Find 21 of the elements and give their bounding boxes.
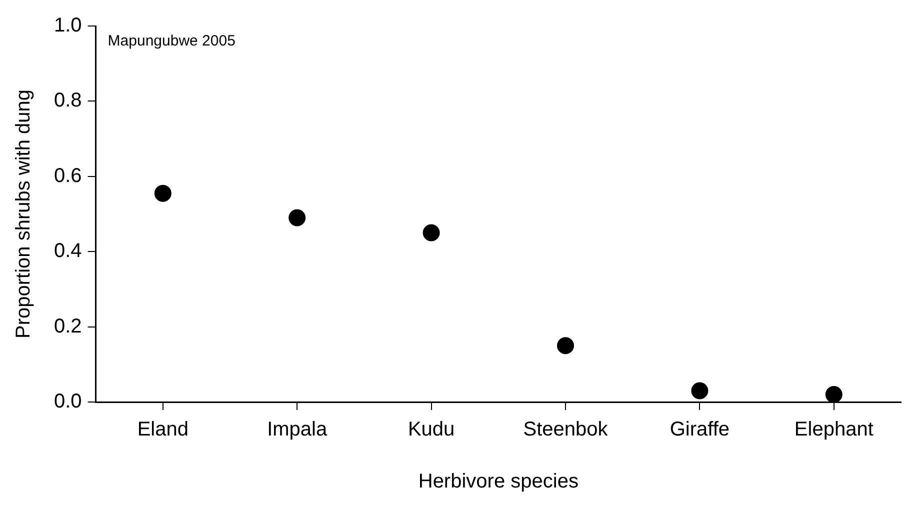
x-tick-label: Kudu xyxy=(408,418,455,441)
annotation: Mapungubwe 2005 xyxy=(108,32,236,50)
x-tick-label: Elephant xyxy=(794,418,874,441)
point xyxy=(557,337,574,354)
y-tick-label: 0.2 xyxy=(54,315,82,338)
point xyxy=(154,184,172,202)
point xyxy=(422,224,440,242)
y-tick-label: 0.4 xyxy=(54,240,82,262)
y-tick-label: 0.0 xyxy=(54,390,82,413)
x-tick-label: Impala xyxy=(267,418,328,441)
x-axis-title: Herbivore species xyxy=(418,470,578,493)
y-tick-label: 0.8 xyxy=(54,90,82,112)
x-tick-label: Steenbok xyxy=(523,418,609,441)
point xyxy=(288,209,306,226)
y-tick-label: 0.6 xyxy=(54,164,82,187)
x-tick-label: Eland xyxy=(137,418,188,441)
y-tick-label: 1.0 xyxy=(54,14,82,37)
point xyxy=(691,382,708,400)
x-tick-label: Giraffe xyxy=(670,418,730,441)
point xyxy=(825,386,842,402)
y-axis-title: Proportion shrubs with dung xyxy=(12,89,35,339)
